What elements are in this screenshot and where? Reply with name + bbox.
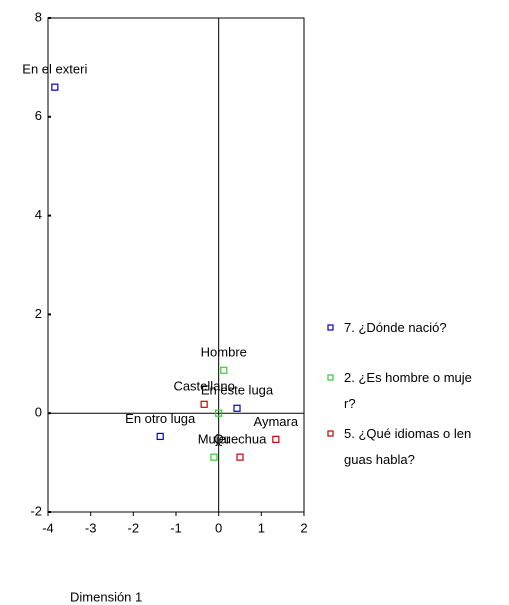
x-axis-label: Dimensión 1 — [70, 589, 142, 604]
point-label: Quechua — [214, 432, 268, 447]
y-tick-label: 8 — [35, 9, 42, 24]
x-tick-label: 0 — [215, 520, 222, 535]
y-tick-label: 2 — [35, 306, 42, 321]
point-label: Aymara — [254, 414, 299, 429]
legend-label: 7. ¿Dónde nació? — [344, 320, 447, 335]
legend-swatch — [327, 430, 334, 437]
legend-swatch — [327, 324, 334, 331]
point — [156, 432, 164, 441]
y-tick-label: 6 — [35, 108, 42, 123]
point — [220, 366, 228, 374]
point — [210, 453, 218, 461]
legend-swatch — [327, 374, 334, 381]
point-label: En el exteri — [22, 62, 87, 77]
x-tick-label: -3 — [85, 520, 97, 535]
y-tick-label: 4 — [35, 207, 42, 222]
y-tick-label: -2 — [30, 503, 42, 518]
legend-item: 7. ¿Dónde nació? — [344, 320, 447, 335]
point-label: Mujer — [198, 432, 231, 447]
point-label: Hombre — [201, 345, 247, 360]
legend-item: 2. ¿Es hombre o mujer? — [344, 370, 472, 411]
point — [200, 400, 208, 408]
point — [215, 409, 223, 417]
point-label: En este luga — [201, 383, 274, 398]
x-tick-label: -2 — [128, 520, 140, 535]
x-tick-label: -1 — [170, 520, 182, 535]
x-tick-label: -4 — [42, 520, 54, 535]
y-tick-label: 0 — [35, 405, 42, 420]
point-label: En otro luga — [125, 411, 196, 426]
legend-label: 2. ¿Es hombre o mujer? — [344, 370, 472, 411]
x-tick-label: 1 — [258, 520, 265, 535]
point — [236, 453, 244, 461]
point — [51, 83, 59, 91]
point-label: Castellano — [173, 379, 234, 394]
x-tick-label: 2 — [300, 520, 307, 535]
point — [233, 404, 241, 412]
point — [272, 435, 280, 443]
legend-item: 5. ¿Qué idiomas o lenguas habla? — [344, 426, 472, 467]
legend-label: 5. ¿Qué idiomas o lenguas habla? — [344, 426, 472, 467]
